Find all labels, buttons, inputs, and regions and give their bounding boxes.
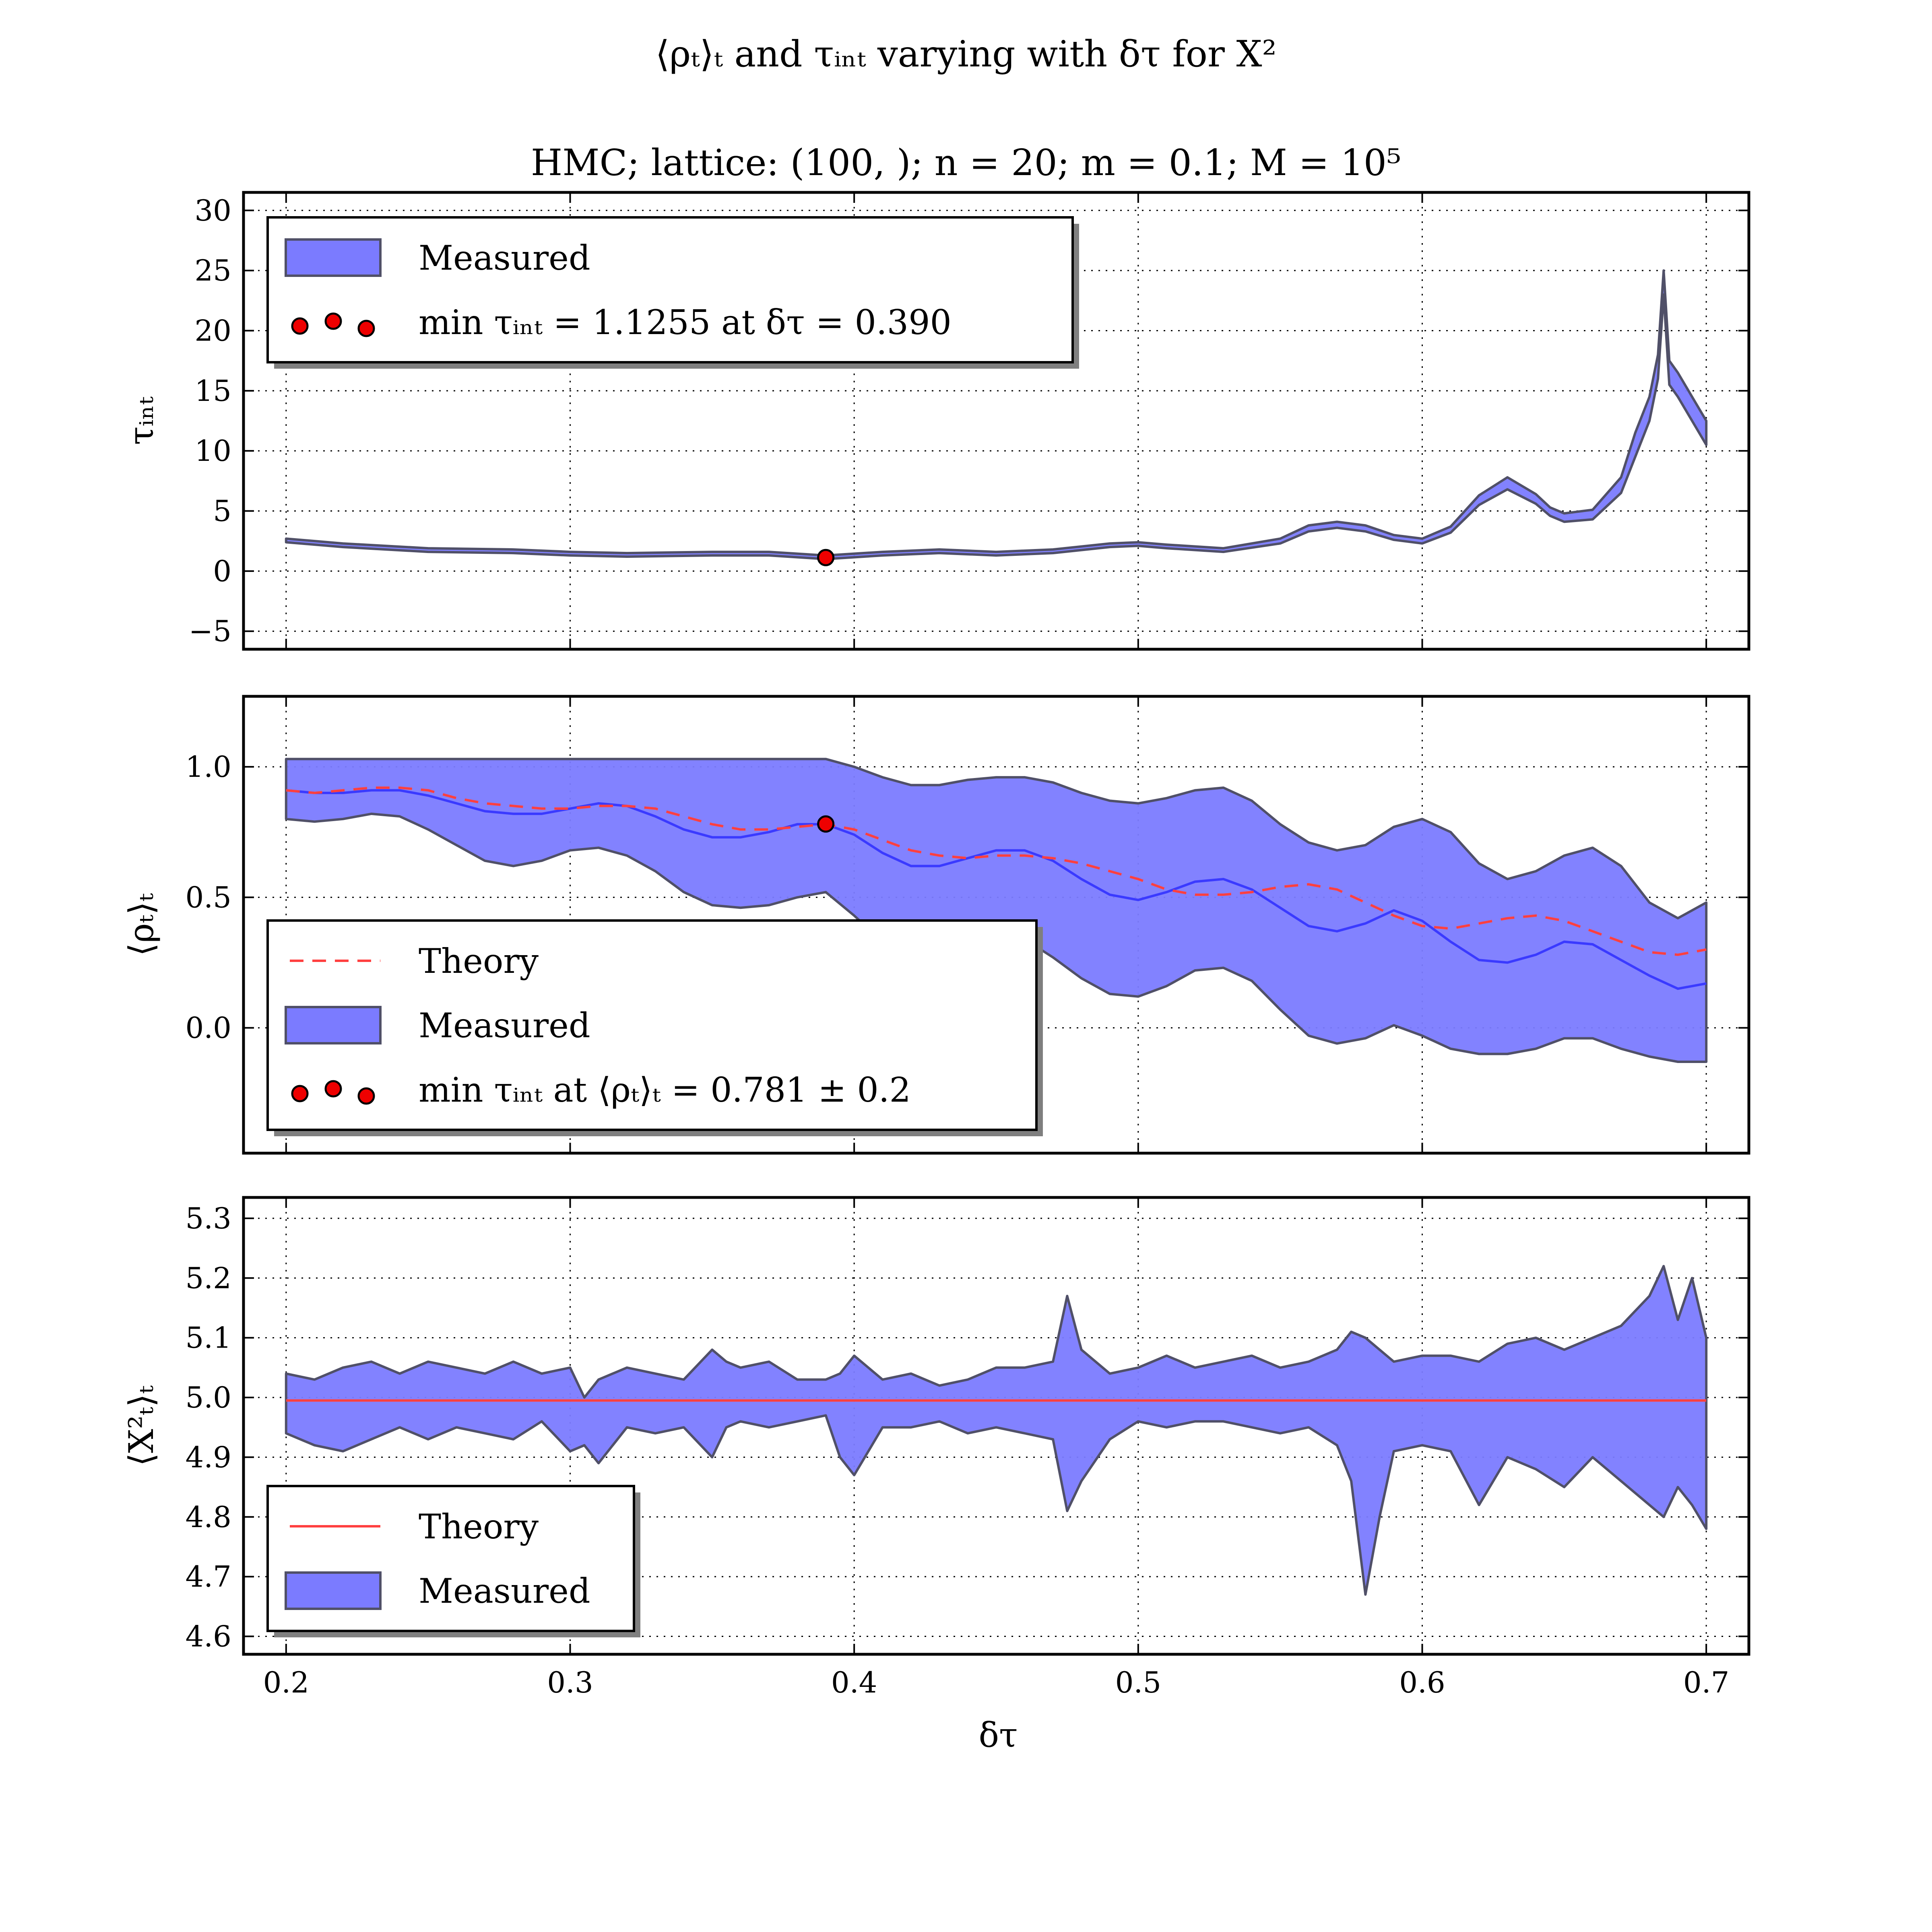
y-tick-label: 0.0 — [185, 1011, 231, 1045]
y-tick-label: 4.7 — [185, 1560, 231, 1593]
legend: Measured min τᵢₙₜ = 1.1255 at δτ = 0.390 — [266, 216, 1079, 369]
legend-dot — [324, 1080, 342, 1098]
legend-band-swatch — [285, 238, 382, 277]
y-tick-label: 4.9 — [185, 1440, 231, 1474]
legend-label: min τᵢₙₜ at ⟨ρₜ⟩ₜ = 0.781 ± 0.2 — [419, 1070, 911, 1110]
panel-tau: −5 0 5 10 15 20 25 30 τᵢₙₜ Measured min τᵢₙₜ = 1.1… — [122, 191, 1750, 651]
plot-area — [285, 1265, 1708, 1596]
y-tick-label: 5.1 — [185, 1321, 231, 1355]
legend-band-swatch — [285, 1006, 382, 1044]
figure-subtitle: HMC; lattice: (100, ); n = 20; m = 0.1; … — [531, 142, 1401, 184]
legend-box — [266, 216, 1074, 363]
legend-label: Theory — [419, 1507, 539, 1546]
legend-dot — [357, 320, 375, 337]
axes-frame — [242, 1196, 1750, 1656]
panel-x2: 0.2 0.3 0.4 0.5 0.6 0.7 4.6 4.7 4.8 4.9 5.0 5.1 5.2 5… — [122, 1196, 1750, 1699]
measured-band — [285, 1265, 1708, 1596]
y-tick-label: 5 — [213, 494, 231, 528]
y-tick-label: 4.8 — [185, 1500, 231, 1534]
measured-mean-line — [286, 789, 1707, 990]
y-axis-label: ⟨X²ₜ⟩ₜ — [122, 1385, 161, 1466]
y-tick-label: 15 — [194, 374, 231, 408]
y-tick-label: 25 — [194, 254, 231, 287]
axes-frame — [242, 191, 1750, 651]
min-tau-marker — [817, 815, 835, 833]
plot-area — [285, 758, 1708, 1063]
y-tick-label: 10 — [194, 434, 231, 468]
y-tick-label: 0 — [213, 554, 231, 588]
legend-dot — [357, 1087, 375, 1105]
legend: Theory Measured — [266, 1485, 640, 1637]
x-axis-label: δτ — [978, 1715, 1018, 1755]
y-tick-label: 1.0 — [185, 750, 231, 784]
legend-dot — [291, 317, 309, 335]
y-tick-label: 0.5 — [185, 880, 231, 914]
theory-curve — [286, 786, 1707, 956]
legend-label: Measured — [419, 1006, 590, 1045]
panels: −5 0 5 10 15 20 25 30 τᵢₙₜ Measured min τᵢₙₜ = 1.1… — [122, 191, 1750, 1699]
y-tick-label: 5.3 — [185, 1201, 231, 1235]
legend-band-swatch — [285, 1571, 382, 1610]
x-tick-label: 0.7 — [1683, 1666, 1730, 1699]
legend-box — [266, 919, 1038, 1131]
y-tick-label: 20 — [194, 314, 231, 347]
y-axis-label: τᵢₙₜ — [122, 396, 161, 445]
y-tick-label: 30 — [194, 194, 231, 227]
x-tick-label: 0.2 — [263, 1666, 310, 1699]
grid-lines — [244, 192, 1749, 649]
legend-label: Measured — [419, 1571, 590, 1611]
y-axis-label: ⟨ρₜ⟩ₜ — [122, 893, 161, 956]
legend-label: min τᵢₙₜ = 1.1255 at δτ = 0.390 — [419, 303, 952, 342]
legend-label: Measured — [419, 238, 590, 278]
x-tick-label: 0.6 — [1399, 1666, 1445, 1699]
x-tick-label: 0.5 — [1115, 1666, 1162, 1699]
legend-dot — [324, 312, 342, 330]
panel-rho: 0.0 0.5 1.0 ⟨ρₜ⟩ₜ Theory Measured min τᵢₙₜ at … — [122, 695, 1750, 1155]
legend-dot — [291, 1085, 309, 1102]
y-tick-label: 5.0 — [185, 1381, 231, 1414]
y-tick-label: 4.6 — [185, 1619, 231, 1653]
legend: Theory Measured min τᵢₙₜ at ⟨ρₜ⟩ₜ = 0.781 … — [266, 919, 1043, 1136]
plot-area — [285, 269, 1708, 566]
x-tick-label: 0.4 — [831, 1666, 877, 1699]
y-tick-label: −5 — [189, 614, 231, 648]
axes-frame — [242, 695, 1750, 1155]
min-tau-marker — [817, 549, 835, 566]
measured-band — [285, 269, 1708, 560]
legend-label: Theory — [419, 941, 539, 981]
y-tick-label: 5.2 — [185, 1261, 231, 1295]
figure-suptitle: ⟨ρₜ⟩ₜ and τᵢₙₜ varying with δτ for X² — [655, 33, 1276, 75]
x-tick-label: 0.3 — [547, 1666, 593, 1699]
measured-band — [285, 758, 1708, 1063]
